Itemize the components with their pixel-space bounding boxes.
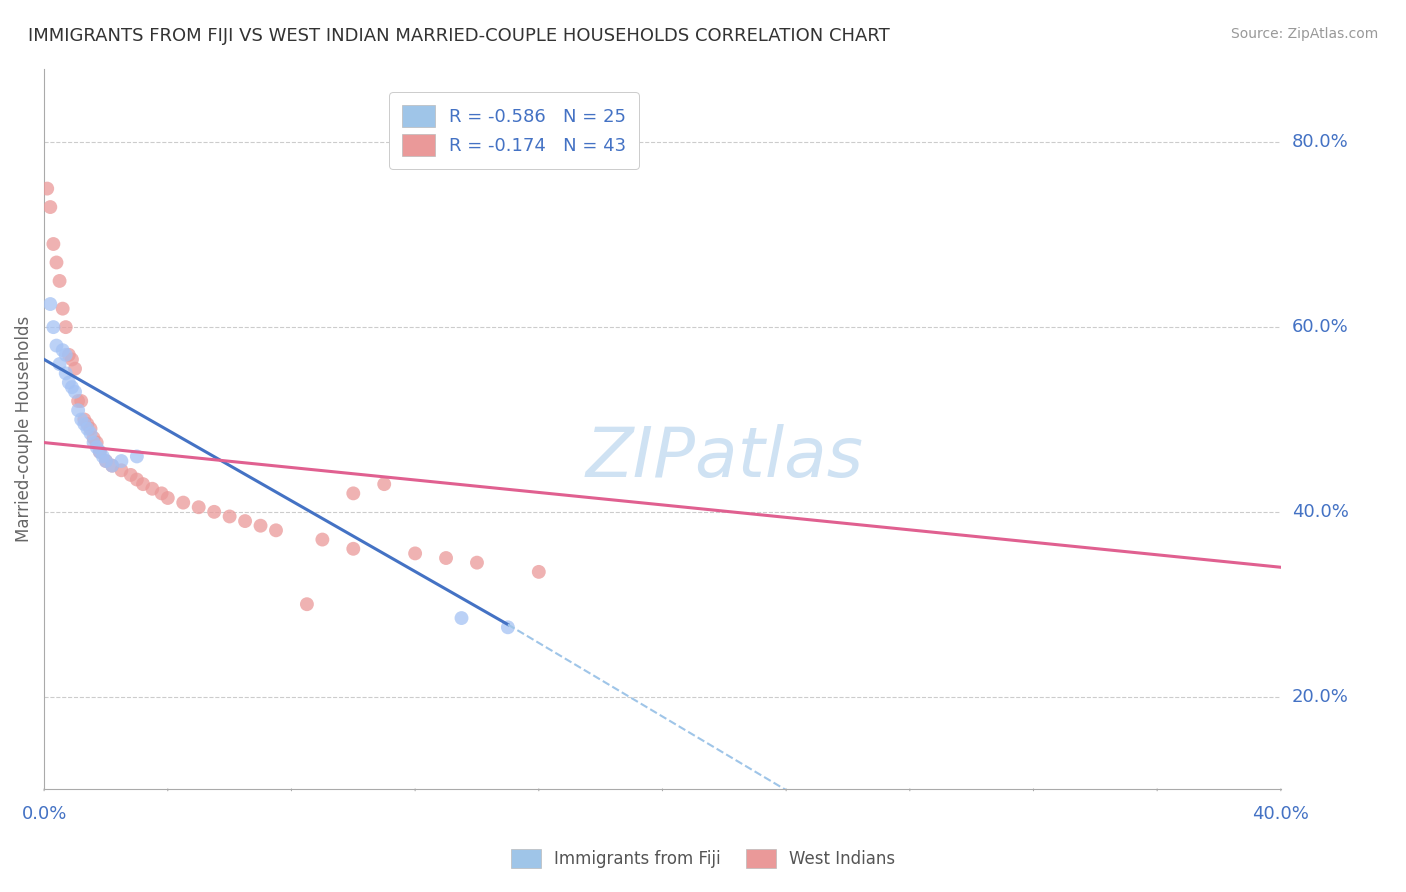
Point xyxy=(60,380,83,394)
Point xyxy=(55,320,77,334)
Point xyxy=(45,338,67,352)
Point xyxy=(218,509,240,524)
Point xyxy=(58,376,80,390)
Point xyxy=(404,546,426,560)
Point xyxy=(58,348,80,362)
Point xyxy=(52,343,75,358)
Point xyxy=(70,394,93,409)
Point xyxy=(52,301,75,316)
Point xyxy=(39,200,62,214)
Point xyxy=(141,482,163,496)
Point xyxy=(496,620,519,634)
Point xyxy=(55,367,77,381)
Point xyxy=(76,417,98,431)
Point xyxy=(132,477,155,491)
Legend: R = -0.586   N = 25, R = -0.174   N = 43: R = -0.586 N = 25, R = -0.174 N = 43 xyxy=(389,92,638,169)
Point xyxy=(48,357,70,371)
Point xyxy=(527,565,550,579)
Point xyxy=(63,384,86,399)
Point xyxy=(465,556,488,570)
Point xyxy=(110,454,132,468)
Text: Source: ZipAtlas.com: Source: ZipAtlas.com xyxy=(1230,27,1378,41)
Y-axis label: Married-couple Households: Married-couple Households xyxy=(15,316,32,541)
Point xyxy=(187,500,209,515)
Point xyxy=(42,320,65,334)
Point xyxy=(67,403,90,417)
Point xyxy=(311,533,333,547)
Point xyxy=(70,412,93,426)
Point xyxy=(89,445,111,459)
Point xyxy=(67,394,90,409)
Point xyxy=(125,473,148,487)
Point xyxy=(76,422,98,436)
Point xyxy=(295,597,318,611)
Point xyxy=(73,412,96,426)
Point xyxy=(249,518,271,533)
Point xyxy=(79,426,101,441)
Point xyxy=(83,431,105,445)
Point xyxy=(60,352,83,367)
Point xyxy=(125,450,148,464)
Text: ZIPatlas: ZIPatlas xyxy=(585,424,863,491)
Point xyxy=(89,445,111,459)
Legend: Immigrants from Fiji, West Indians: Immigrants from Fiji, West Indians xyxy=(505,843,901,875)
Point xyxy=(450,611,472,625)
Point xyxy=(63,361,86,376)
Point xyxy=(79,422,101,436)
Point xyxy=(373,477,395,491)
Point xyxy=(110,463,132,477)
Point xyxy=(86,435,108,450)
Point xyxy=(342,486,364,500)
Point xyxy=(91,450,114,464)
Point xyxy=(42,237,65,252)
Point xyxy=(156,491,179,505)
Point xyxy=(202,505,225,519)
Text: 0.0%: 0.0% xyxy=(21,805,67,823)
Point xyxy=(264,524,287,538)
Point xyxy=(45,255,67,269)
Point xyxy=(434,551,457,566)
Text: 40.0%: 40.0% xyxy=(1253,805,1309,823)
Point xyxy=(101,458,124,473)
Point xyxy=(120,467,142,482)
Text: 20.0%: 20.0% xyxy=(1292,688,1348,706)
Point xyxy=(101,458,124,473)
Point xyxy=(94,454,117,468)
Text: IMMIGRANTS FROM FIJI VS WEST INDIAN MARRIED-COUPLE HOUSEHOLDS CORRELATION CHART: IMMIGRANTS FROM FIJI VS WEST INDIAN MARR… xyxy=(28,27,890,45)
Text: 80.0%: 80.0% xyxy=(1292,134,1348,152)
Point xyxy=(150,486,173,500)
Point xyxy=(94,454,117,468)
Point xyxy=(172,495,194,509)
Point xyxy=(73,417,96,431)
Point xyxy=(48,274,70,288)
Point xyxy=(83,435,105,450)
Point xyxy=(39,297,62,311)
Point xyxy=(55,348,77,362)
Point xyxy=(233,514,256,528)
Text: 40.0%: 40.0% xyxy=(1292,503,1348,521)
Point xyxy=(86,440,108,454)
Point xyxy=(37,181,59,195)
Point xyxy=(342,541,364,556)
Text: 60.0%: 60.0% xyxy=(1292,318,1348,336)
